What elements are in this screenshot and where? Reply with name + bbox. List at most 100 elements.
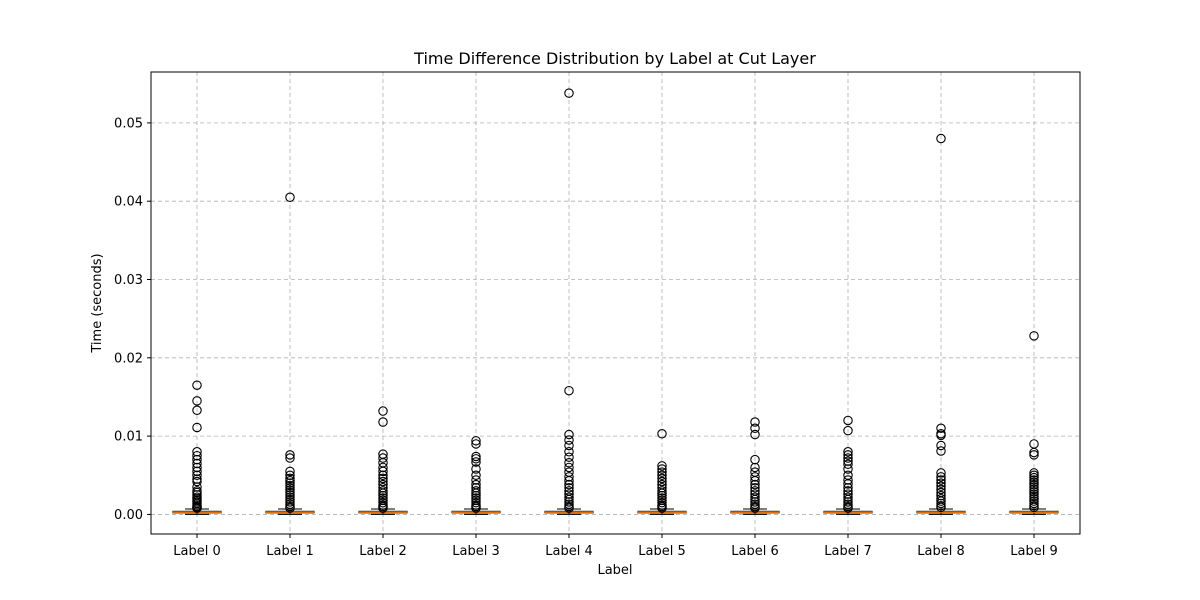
- flier-point: [378, 483, 388, 493]
- box-group-8: [916, 133, 966, 515]
- flier-point: [936, 498, 946, 509]
- flier-point: [564, 472, 574, 482]
- flier-point: [750, 489, 760, 499]
- x-tick-label: Label 5: [638, 544, 685, 559]
- flier-point: [657, 461, 667, 471]
- grid-lines: [151, 72, 1080, 534]
- flier-point: [1029, 482, 1039, 492]
- plot-frame: [150, 71, 1081, 535]
- flier-point: [564, 447, 574, 457]
- flier-point: [564, 489, 574, 499]
- flier-point: [564, 499, 574, 509]
- flier-point: [471, 490, 481, 501]
- flier-point: [378, 473, 388, 484]
- flier-point: [285, 470, 295, 481]
- y-tick-label: 0.02: [114, 351, 143, 366]
- box-group-3: [451, 436, 501, 515]
- flier-point: [564, 429, 574, 440]
- flier-point: [657, 473, 667, 484]
- flier-point: [936, 481, 946, 491]
- flier-point: [936, 490, 946, 501]
- flier-point: [471, 451, 481, 462]
- flier-point: [843, 447, 853, 457]
- flier-point: [564, 462, 574, 473]
- flier-point: [1029, 502, 1039, 513]
- flier-point: [378, 503, 388, 513]
- flier-point: [843, 492, 853, 502]
- flier-point: [192, 454, 202, 465]
- box-group-7: [823, 415, 873, 515]
- box-group-1: [265, 192, 315, 515]
- flier-point: [750, 429, 760, 440]
- flier-point: [378, 466, 388, 477]
- flier-point: [843, 456, 853, 466]
- flier-point: [285, 483, 295, 493]
- flier-point: [750, 479, 760, 490]
- x-tick-label: Label 7: [824, 544, 871, 559]
- flier-point: [1029, 468, 1039, 478]
- x-axis: Label 0 Label 1 Label 2 Label 3 Label 4 Label…: [173, 534, 1058, 559]
- flier-point: [192, 405, 202, 416]
- flier-point: [471, 457, 481, 467]
- flier-point: [378, 462, 388, 473]
- flier-point: [750, 499, 760, 509]
- chart-title: Time Difference Distribution by Label at…: [413, 49, 816, 68]
- flier-point: [285, 487, 295, 498]
- flier-point: [471, 483, 481, 493]
- flier-point: [564, 497, 574, 507]
- flier-point: [843, 459, 853, 470]
- x-tick-label: Label 9: [1010, 544, 1057, 559]
- flier-point: [657, 429, 667, 439]
- flier-point: [657, 476, 667, 487]
- flier-point: [1029, 489, 1039, 499]
- x-tick-label: Label 0: [173, 544, 220, 559]
- flier-point: [471, 497, 481, 508]
- flier-point: [192, 422, 202, 433]
- flier-point: [285, 497, 295, 507]
- flier-point: [285, 466, 295, 477]
- flier-point: [564, 88, 574, 98]
- y-axis-label: Time (seconds): [90, 253, 105, 353]
- flier-point: [843, 415, 853, 426]
- flier-point: [1029, 470, 1039, 481]
- flier-point: [471, 464, 481, 474]
- flier-point: [192, 450, 202, 461]
- flier-point: [1029, 491, 1039, 502]
- flier-point: [378, 495, 388, 506]
- flier-point: [192, 380, 202, 390]
- box-group-0: [172, 380, 222, 515]
- flier-point: [843, 489, 853, 499]
- flier-point: [192, 458, 202, 469]
- flier-point: [1029, 475, 1039, 485]
- flier-point: [471, 486, 481, 496]
- flier-point: [750, 472, 760, 482]
- flier-point: [843, 479, 853, 489]
- x-tick-label: Label 6: [731, 544, 778, 559]
- flier-point: [471, 470, 481, 481]
- flier-point: [843, 464, 853, 474]
- flier-point: [564, 479, 574, 490]
- flier-point: [1029, 450, 1039, 460]
- flier-point: [1029, 472, 1039, 483]
- flier-point: [285, 192, 295, 203]
- flier-point: [471, 454, 481, 464]
- flier-point: [936, 440, 946, 451]
- flier-point: [285, 480, 295, 491]
- x-tick-label: Label 8: [917, 544, 964, 559]
- flier-point: [192, 396, 202, 406]
- box-group-2: [358, 406, 408, 515]
- flier-point: [843, 475, 853, 485]
- flier-point: [285, 503, 295, 513]
- flier-point: [285, 453, 295, 463]
- flier-point: [1029, 484, 1039, 495]
- flier-point: [936, 472, 946, 482]
- flier-point: [936, 446, 946, 456]
- flier-point: [843, 503, 853, 513]
- flier-point: [378, 470, 388, 481]
- flier-point: [285, 478, 295, 488]
- flier-point: [843, 425, 853, 436]
- box-series: [172, 88, 1059, 515]
- y-tick-label: 0.04: [114, 195, 143, 210]
- x-tick-label: Label 2: [359, 544, 406, 559]
